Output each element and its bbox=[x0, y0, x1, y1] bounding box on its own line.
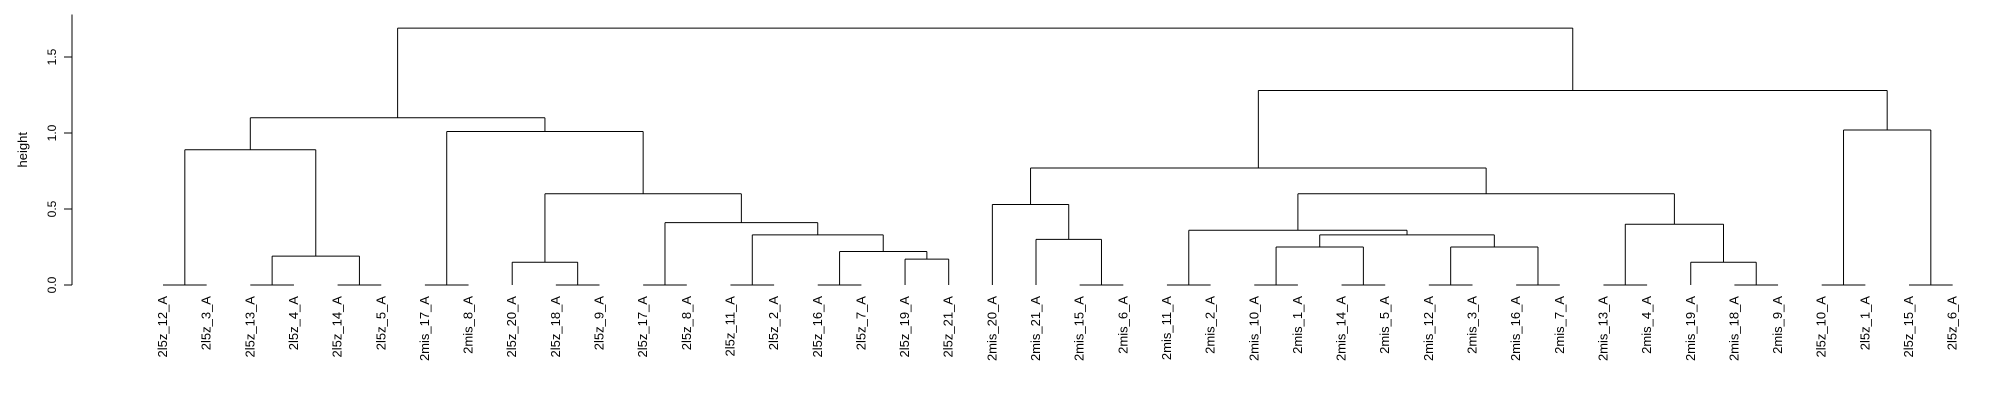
leaf-labels: 2l5z_12_A 2l5z_3_A 2l5z_13_A 2l5z_4_A 2l5z_1… bbox=[155, 296, 1960, 361]
leaf-label: 2mis_15_A bbox=[1072, 296, 1087, 361]
leaf-label: 2l5z_12_A bbox=[155, 296, 170, 358]
leaf-label: 2mis_7_A bbox=[1552, 296, 1567, 354]
y-axis-label: height bbox=[15, 132, 30, 168]
leaf-label: 2mis_3_A bbox=[1465, 296, 1480, 354]
leaf-label: 2l5z_17_A bbox=[635, 296, 650, 358]
leaf-label: 2l5z_19_A bbox=[897, 296, 912, 358]
leaf-label: 2mis_12_A bbox=[1421, 296, 1436, 361]
leaf-label: 2l5z_16_A bbox=[810, 296, 825, 358]
leaf-label: 2l5z_11_A bbox=[722, 296, 737, 357]
leaf-label: 2mis_20_A bbox=[984, 296, 999, 361]
leaf-label: 2l5z_2_A bbox=[766, 296, 781, 351]
leaf-label: 2mis_13_A bbox=[1595, 296, 1610, 361]
leaf-label: 2l5z_8_A bbox=[679, 296, 694, 351]
leaf-label: 2mis_6_A bbox=[1115, 296, 1130, 354]
leaf-label: 2mis_9_A bbox=[1770, 296, 1785, 354]
y-tick-label: 1.5 bbox=[45, 48, 59, 65]
y-tick-label: 0.5 bbox=[45, 200, 59, 217]
leaf-label: 2l5z_13_A bbox=[242, 296, 257, 358]
leaf-label: 2l5z_5_A bbox=[373, 296, 388, 351]
leaf-label: 2l5z_1_A bbox=[1857, 296, 1872, 351]
leaf-label: 2mis_4_A bbox=[1639, 296, 1654, 354]
leaf-label: 2l5z_18_A bbox=[548, 296, 563, 358]
leaf-label: 2l5z_7_A bbox=[853, 296, 868, 351]
leaf-label: 2mis_5_A bbox=[1377, 296, 1392, 354]
leaf-label: 2l5z_3_A bbox=[199, 296, 214, 351]
y-tick-label: 0.0 bbox=[45, 276, 59, 293]
y-axis-ticks: 0.0 0.5 1.0 1.5 bbox=[45, 48, 72, 293]
leaf-label: 2mis_10_A bbox=[1246, 296, 1261, 361]
leaf-label: 2l5z_15_A bbox=[1901, 296, 1916, 358]
y-tick-label: 1.0 bbox=[45, 124, 59, 141]
leaf-label: 2mis_11_A bbox=[1159, 296, 1174, 360]
y-axis: 0.0 0.5 1.0 1.5 bbox=[45, 14, 73, 293]
leaf-label: 2l5z_14_A bbox=[330, 296, 345, 358]
leaf-label: 2l5z_4_A bbox=[286, 296, 301, 351]
leaf-label: 2l5z_6_A bbox=[1945, 296, 1960, 351]
leaf-label: 2l5z_9_A bbox=[592, 296, 607, 351]
dendrogram-branches bbox=[163, 27, 1953, 286]
leaf-label: 2mis_21_A bbox=[1028, 296, 1043, 361]
leaf-label: 2mis_19_A bbox=[1683, 296, 1698, 361]
leaf-label: 2l5z_21_A bbox=[941, 296, 956, 358]
leaf-label: 2mis_1_A bbox=[1290, 296, 1305, 354]
leaf-label: 2mis_14_A bbox=[1334, 296, 1349, 361]
leaf-label: 2mis_8_A bbox=[461, 296, 476, 354]
leaf-label: 2mis_2_A bbox=[1203, 296, 1218, 354]
leaf-label: 2mis_18_A bbox=[1726, 296, 1741, 361]
leaf-label: 2l5z_10_A bbox=[1814, 296, 1829, 358]
leaf-label: 2mis_16_A bbox=[1508, 296, 1523, 361]
leaf-label: 2l5z_20_A bbox=[504, 296, 519, 358]
leaf-label: 2mis_17_A bbox=[417, 296, 432, 361]
